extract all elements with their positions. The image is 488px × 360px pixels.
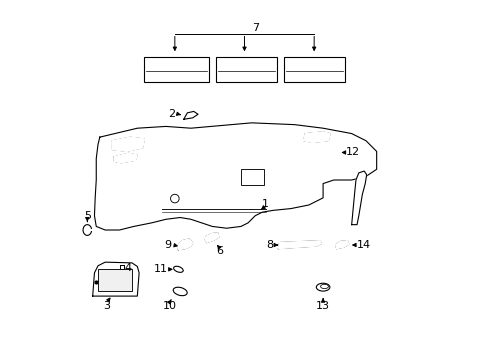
Polygon shape <box>322 148 335 157</box>
Ellipse shape <box>316 283 329 291</box>
Text: 9: 9 <box>164 240 171 250</box>
Polygon shape <box>335 241 348 249</box>
FancyBboxPatch shape <box>144 57 208 82</box>
Text: 14: 14 <box>356 240 370 250</box>
Circle shape <box>170 194 179 203</box>
Text: 6: 6 <box>216 247 223 256</box>
FancyBboxPatch shape <box>216 57 276 82</box>
Text: 10: 10 <box>162 301 176 311</box>
Text: 8: 8 <box>265 240 272 250</box>
FancyBboxPatch shape <box>283 57 344 82</box>
Text: 3: 3 <box>103 301 110 311</box>
Text: 12: 12 <box>345 148 359 157</box>
Ellipse shape <box>173 266 183 273</box>
FancyBboxPatch shape <box>241 169 264 185</box>
Text: 2: 2 <box>167 109 175 119</box>
Text: 7: 7 <box>251 23 258 33</box>
Polygon shape <box>205 233 218 243</box>
Polygon shape <box>351 171 366 225</box>
Text: 5: 5 <box>83 211 91 221</box>
Text: 1: 1 <box>261 199 268 209</box>
Ellipse shape <box>173 287 187 296</box>
Text: 11: 11 <box>153 264 167 274</box>
Polygon shape <box>114 153 137 163</box>
Polygon shape <box>178 239 192 249</box>
Text: 13: 13 <box>315 301 329 311</box>
Polygon shape <box>303 132 329 143</box>
Text: 4: 4 <box>124 262 132 273</box>
FancyBboxPatch shape <box>98 269 132 292</box>
Polygon shape <box>183 111 198 119</box>
Ellipse shape <box>320 284 328 289</box>
Polygon shape <box>112 137 144 152</box>
Polygon shape <box>93 262 139 296</box>
Polygon shape <box>94 123 376 230</box>
Polygon shape <box>278 241 321 249</box>
